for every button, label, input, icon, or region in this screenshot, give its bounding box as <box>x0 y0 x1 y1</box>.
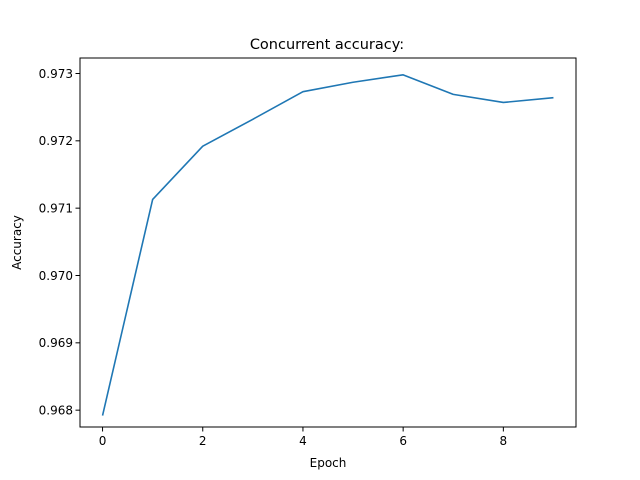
y-tick-label: 0.968 <box>39 403 73 417</box>
x-tick-label: 2 <box>199 434 207 448</box>
x-tick-label: 8 <box>500 434 508 448</box>
x-tick-label: 0 <box>99 434 107 448</box>
y-axis: 0.968 0.969 0.970 0.971 0.972 0.973 <box>39 67 80 417</box>
y-axis-label: Accuracy <box>10 215 24 270</box>
x-tick-label: 6 <box>399 434 407 448</box>
x-axis-label: Epoch <box>310 456 347 470</box>
y-tick-label: 0.970 <box>39 269 73 283</box>
series-layer <box>101 74 554 416</box>
series-line-0 <box>101 74 554 416</box>
y-tick-label: 0.972 <box>39 134 73 148</box>
x-axis: 0 2 4 6 8 <box>99 427 507 448</box>
y-tick-label: 0.973 <box>39 67 73 81</box>
y-tick-label: 0.971 <box>39 201 73 215</box>
plot-frame <box>79 57 577 428</box>
x-tick-label: 4 <box>299 434 307 448</box>
y-tick-label: 0.969 <box>39 336 73 350</box>
chart-title: Concurrent accuracy: <box>250 37 404 53</box>
